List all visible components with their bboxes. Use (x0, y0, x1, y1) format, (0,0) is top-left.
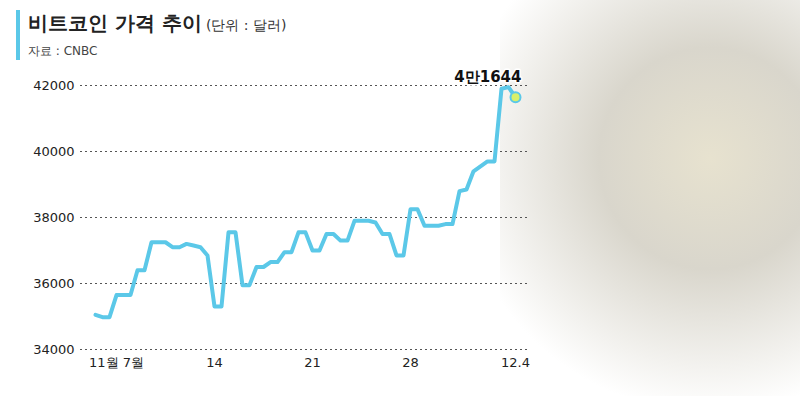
svg-text:38000: 38000 (33, 210, 74, 225)
svg-text:42000: 42000 (33, 78, 74, 93)
svg-text:34000: 34000 (33, 342, 74, 357)
html-text:비트코인 가격 추이(단위 : 달러): 비트코인 가격 추이(단위 : 달러) (28, 11, 287, 35)
svg-text:36000: 36000 (33, 276, 74, 291)
svg-text:21: 21 (304, 355, 321, 370)
html-text:자료 : CNBC: 자료 : CNBC (28, 44, 98, 58)
svg-text:4만1644: 4만1644 (454, 68, 521, 86)
svg-text:12.4: 12.4 (501, 355, 530, 370)
svg-text:28: 28 (402, 355, 419, 370)
svg-text:40000: 40000 (33, 144, 74, 159)
svg-text:14: 14 (206, 355, 223, 370)
svg-text:11월 7월: 11월 7월 (89, 355, 144, 370)
